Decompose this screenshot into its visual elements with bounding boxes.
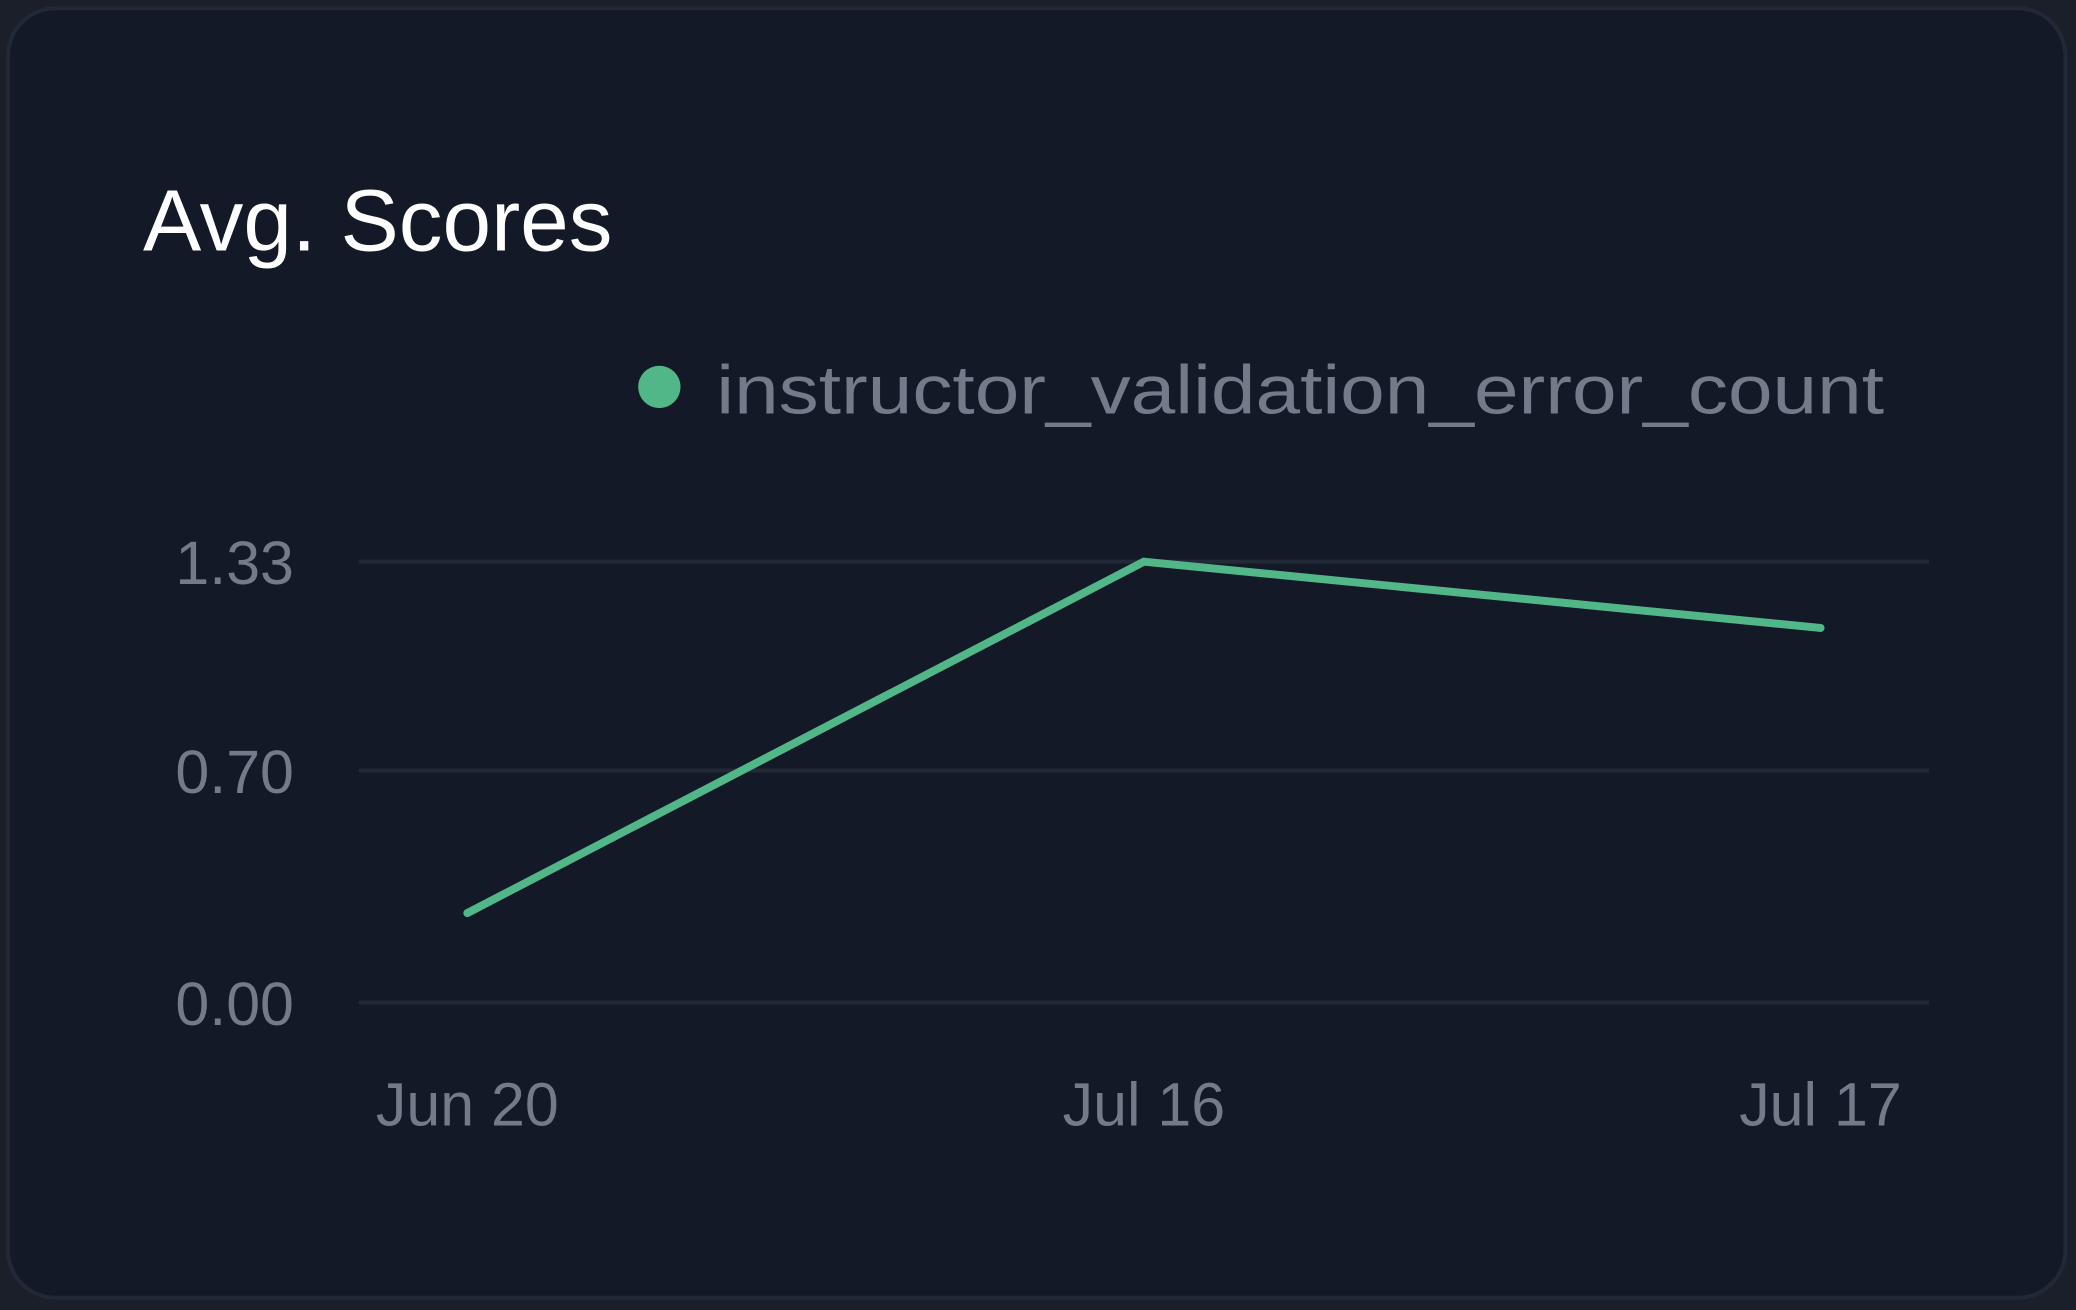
y-tick-label: 0.00	[175, 970, 294, 1038]
data-point[interactable]	[1139, 557, 1148, 566]
x-tick-label: Jul 16	[1063, 1071, 1225, 1139]
chart-title: Avg. Scores	[143, 172, 612, 270]
legend-label: instructor_validation_error_count	[716, 351, 1884, 428]
x-tick-label: Jun 20	[376, 1071, 559, 1139]
x-tick-label: Jul 17	[1739, 1071, 1901, 1139]
card-background	[5, 6, 2068, 1300]
legend-dot	[638, 365, 681, 409]
data-point[interactable]	[463, 909, 472, 918]
data-point[interactable]	[1816, 623, 1825, 632]
y-tick-label: 0.70	[175, 738, 294, 806]
legend[interactable]: instructor_validation_error_count	[638, 351, 1884, 428]
y-tick-label: 1.33	[175, 529, 294, 597]
